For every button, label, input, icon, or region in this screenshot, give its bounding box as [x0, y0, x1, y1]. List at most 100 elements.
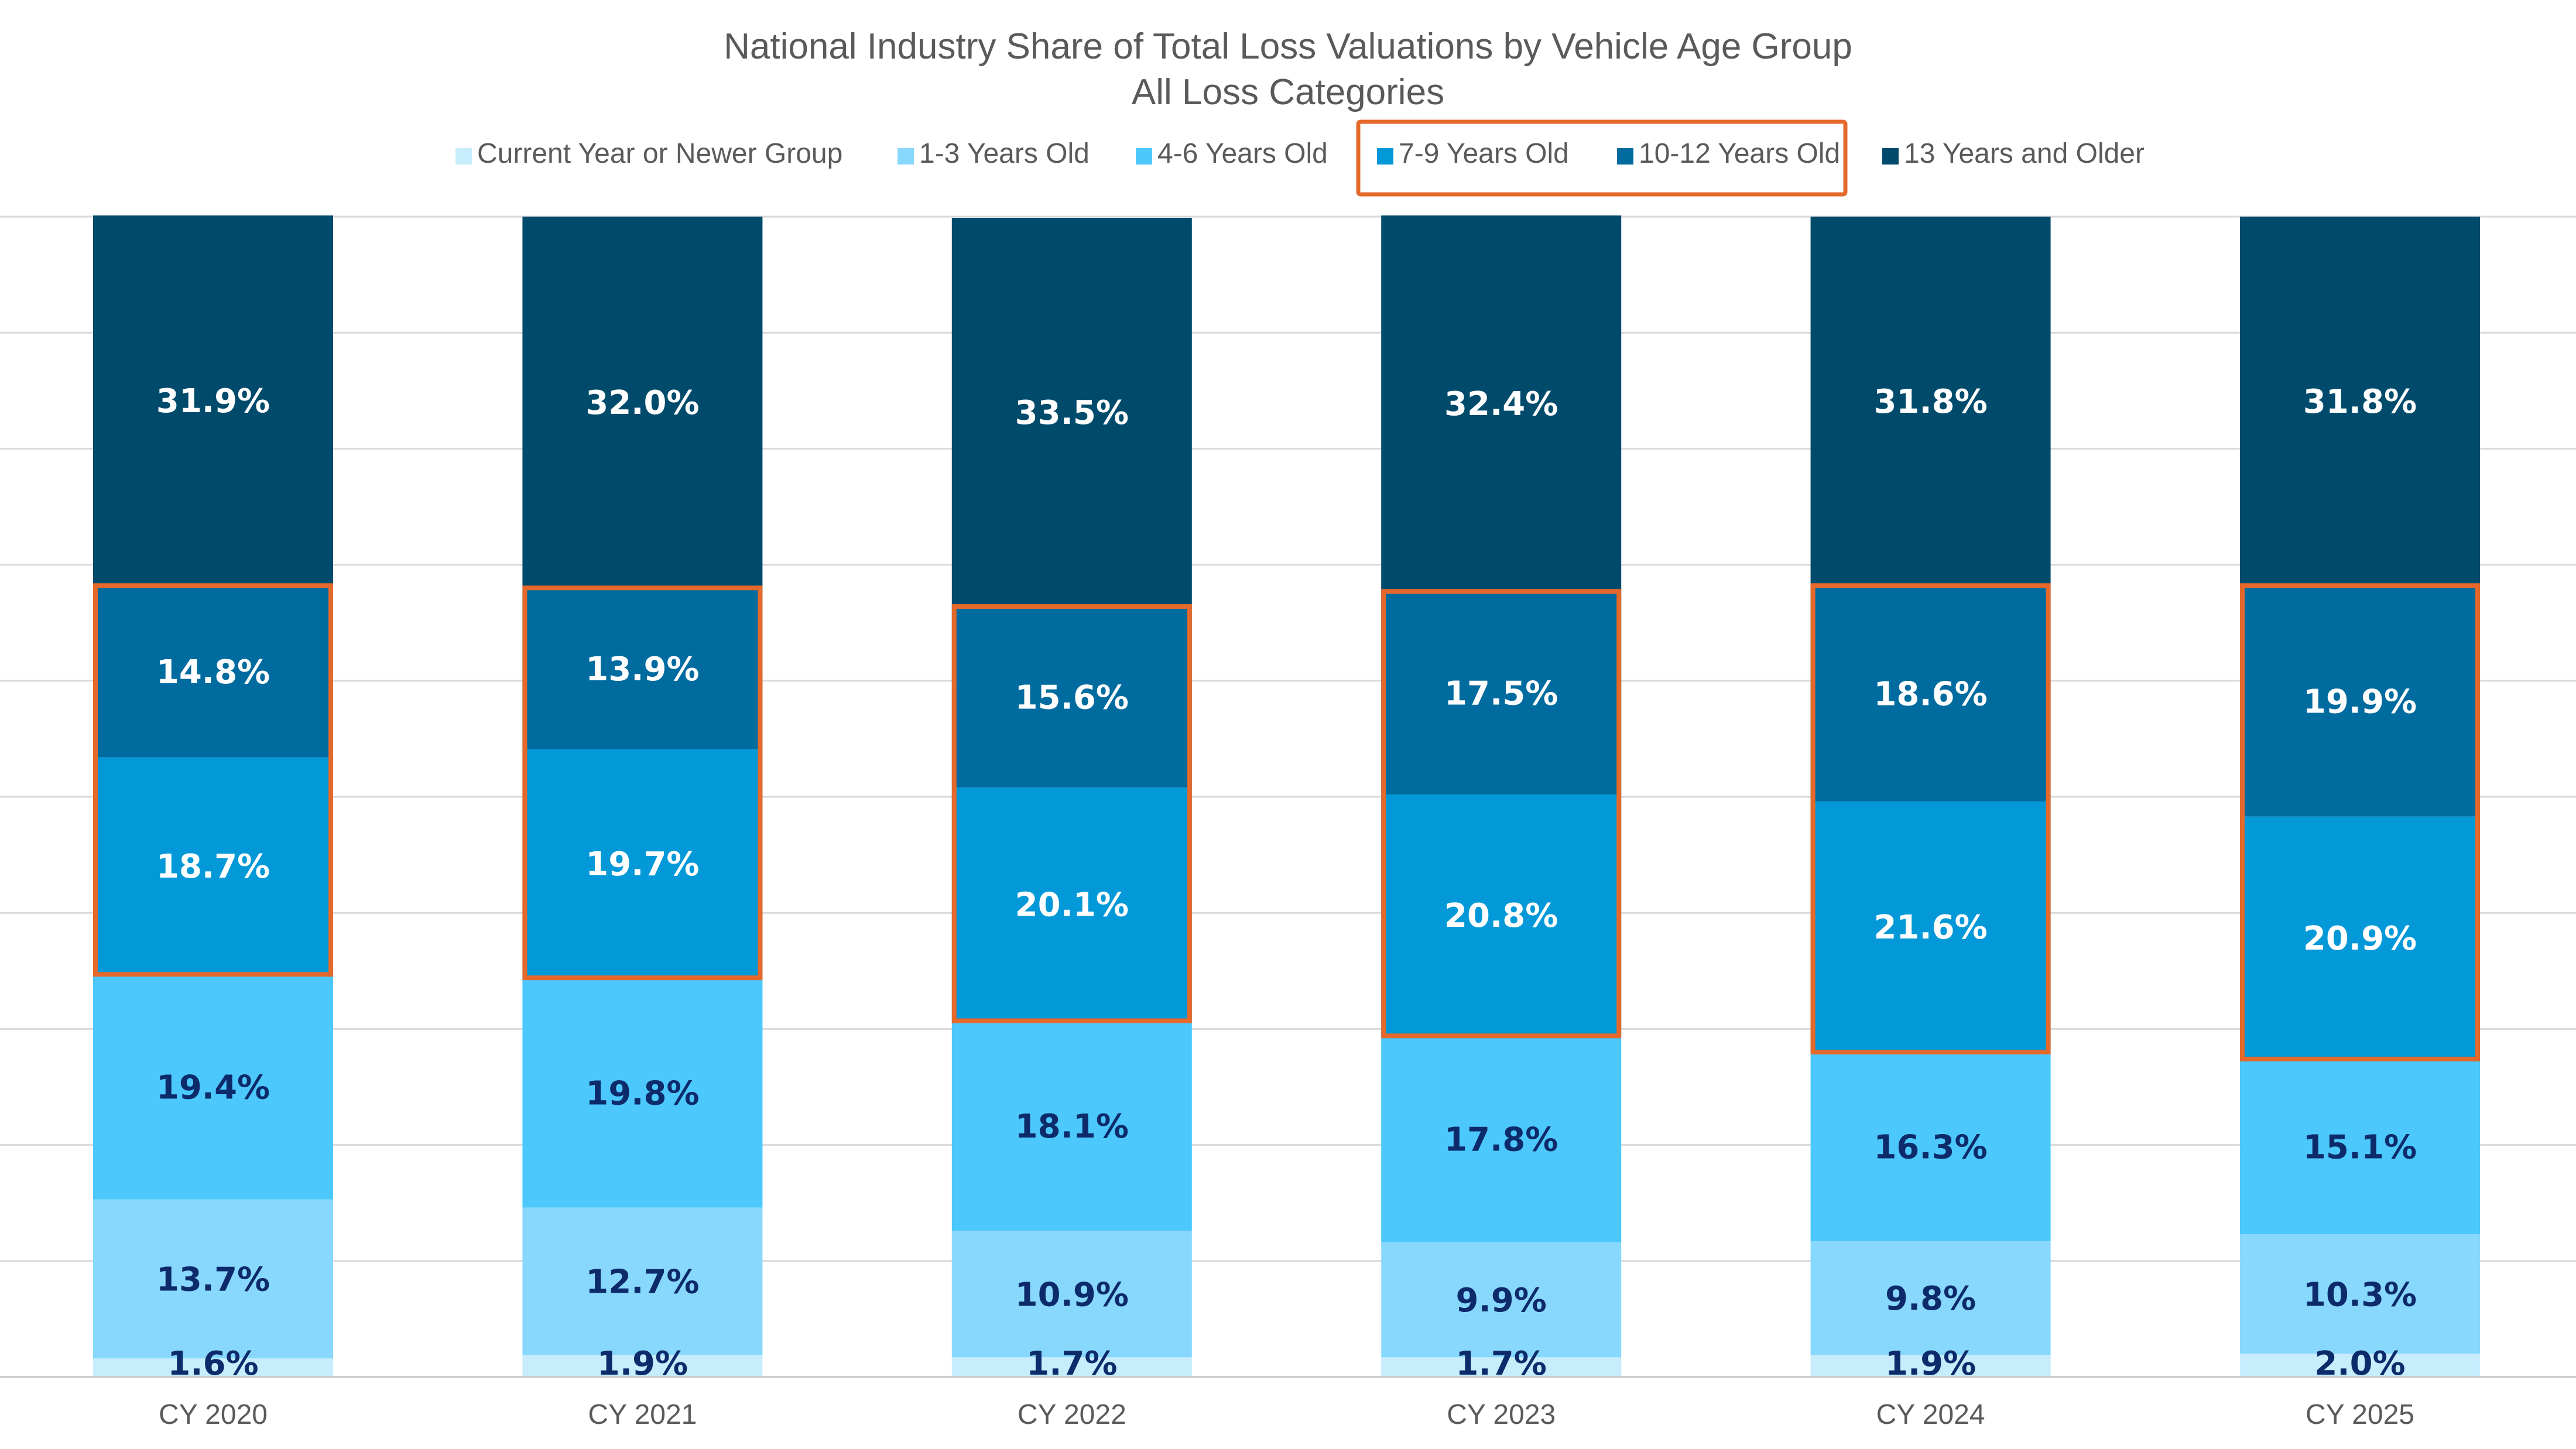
bar-segment — [93, 757, 333, 975]
data-label: 20.9% — [2303, 920, 2417, 958]
bar-segment — [1381, 794, 1622, 1036]
bar-segment — [93, 585, 333, 758]
bar-segment — [1381, 1036, 1622, 1243]
bar-segment — [522, 978, 763, 1208]
legend-highlight-box — [1356, 119, 1848, 197]
data-label: 31.8% — [1873, 383, 1987, 421]
data-label: 13.9% — [585, 650, 699, 688]
bar-segment — [93, 1199, 333, 1359]
bar-segment — [1810, 1052, 2051, 1242]
chart-subtitle: All Loss Categories — [1132, 72, 1444, 112]
legend-swatch — [898, 148, 914, 165]
legend-label: 1-3 Years Old — [919, 138, 1090, 169]
bar-segment — [522, 1355, 763, 1377]
x-tick-label: CY 2023 — [1447, 1399, 1556, 1430]
data-label: 32.0% — [585, 384, 699, 422]
data-label: 17.5% — [1444, 675, 1558, 713]
highlight-box — [522, 585, 763, 981]
data-label: 12.7% — [585, 1263, 699, 1301]
data-label: 17.8% — [1444, 1121, 1558, 1159]
highlight-box — [93, 583, 333, 977]
bar-segment — [1810, 801, 2051, 1053]
legend-label: 13 Years and Older — [1904, 138, 2145, 169]
data-label: 21.6% — [1873, 909, 1987, 947]
bar-segment — [951, 1357, 1192, 1377]
data-label: 20.8% — [1444, 897, 1558, 935]
data-label: 31.9% — [156, 382, 270, 420]
bar-segment — [522, 1207, 763, 1355]
bar-segment — [2240, 1059, 2480, 1235]
highlight-box — [1810, 583, 2051, 1055]
legend-swatch — [1136, 148, 1152, 165]
gridlines — [0, 215, 2576, 1378]
legend-swatch — [1617, 148, 1633, 165]
bar-segment — [2240, 585, 2480, 817]
data-label: 15.6% — [1015, 679, 1129, 717]
bar-segment — [951, 1020, 1192, 1231]
legend-swatch — [1377, 148, 1393, 165]
bar-segment — [1810, 1355, 2051, 1377]
highlight-boxes — [93, 583, 2480, 1061]
bar-segment — [951, 606, 1192, 788]
x-tick-label: CY 2020 — [159, 1399, 268, 1430]
legend-label: 10-12 Years Old — [1639, 138, 1840, 169]
data-label: 16.3% — [1873, 1129, 1987, 1167]
bar-segment — [522, 217, 763, 588]
data-label: 19.7% — [585, 845, 699, 883]
bar-segment — [2240, 816, 2480, 1059]
legend-swatch — [455, 148, 472, 165]
data-label: 13.7% — [156, 1261, 270, 1299]
data-label: 19.4% — [156, 1069, 270, 1107]
data-label: 18.6% — [1873, 676, 1987, 714]
data-label: 18.1% — [1015, 1108, 1129, 1146]
bar-segment — [93, 215, 333, 586]
data-label: 15.1% — [2303, 1129, 2417, 1167]
data-label: 19.8% — [585, 1074, 699, 1112]
data-label: 10.9% — [1015, 1276, 1129, 1314]
data-label: 9.8% — [1885, 1280, 1976, 1318]
data-label: 10.3% — [2303, 1276, 2417, 1314]
data-labels: 1.6%13.7%19.4%18.7%14.8%31.9%1.9%12.7%19… — [156, 382, 2417, 1383]
bar-segment — [951, 787, 1192, 1021]
legend: Current Year or Newer Group 1-3 Years Old… — [455, 119, 2145, 197]
bar-segment — [2240, 217, 2480, 586]
bar-segment — [2240, 1234, 2480, 1354]
bar-segment — [1381, 215, 1622, 592]
bar-segment — [1810, 217, 2051, 586]
data-label: 18.7% — [156, 848, 270, 886]
legend-swatch — [1882, 148, 1899, 165]
x-tick-label: CY 2024 — [1876, 1399, 1985, 1430]
bar-segment — [1381, 1357, 1622, 1377]
data-label: 14.8% — [156, 653, 270, 691]
highlight-box — [951, 604, 1192, 1023]
highlight-box — [1381, 589, 1622, 1039]
bar-segment — [1381, 591, 1622, 795]
bar-segment — [1381, 1242, 1622, 1358]
data-label: 31.8% — [2303, 383, 2417, 421]
bars — [93, 215, 2480, 1377]
legend-label: 7-9 Years Old — [1399, 138, 1569, 169]
data-label: 9.9% — [1456, 1282, 1547, 1320]
x-tick-label: CY 2021 — [588, 1399, 697, 1430]
bar-segment — [522, 588, 763, 749]
x-tick-label: CY 2022 — [1018, 1399, 1126, 1430]
bar-segment — [2240, 1354, 2480, 1377]
data-label: 32.4% — [1444, 385, 1558, 423]
bar-segment — [93, 974, 333, 1200]
x-tick-label: CY 2025 — [2306, 1399, 2414, 1430]
bar-segment — [1810, 585, 2051, 801]
bar-segment — [522, 749, 763, 978]
bar-segment — [1810, 1241, 2051, 1355]
chart-title: National Industry Share of Total Loss Va… — [724, 26, 1852, 67]
bar-segment — [951, 217, 1192, 607]
bar-segment — [951, 1231, 1192, 1358]
highlight-box — [2240, 583, 2480, 1061]
legend-label: Current Year or Newer Group — [477, 138, 842, 169]
data-label: 33.5% — [1015, 394, 1129, 432]
data-label: 20.1% — [1015, 886, 1129, 924]
data-label: 19.9% — [2303, 683, 2417, 721]
bar-segment — [93, 1358, 333, 1377]
legend-label: 4-6 Years Old — [1157, 138, 1328, 169]
x-axis-ticks: CY 2020 CY 2021 CY 2022 CY 2023 CY 2024 CY 20… — [159, 1399, 2414, 1430]
